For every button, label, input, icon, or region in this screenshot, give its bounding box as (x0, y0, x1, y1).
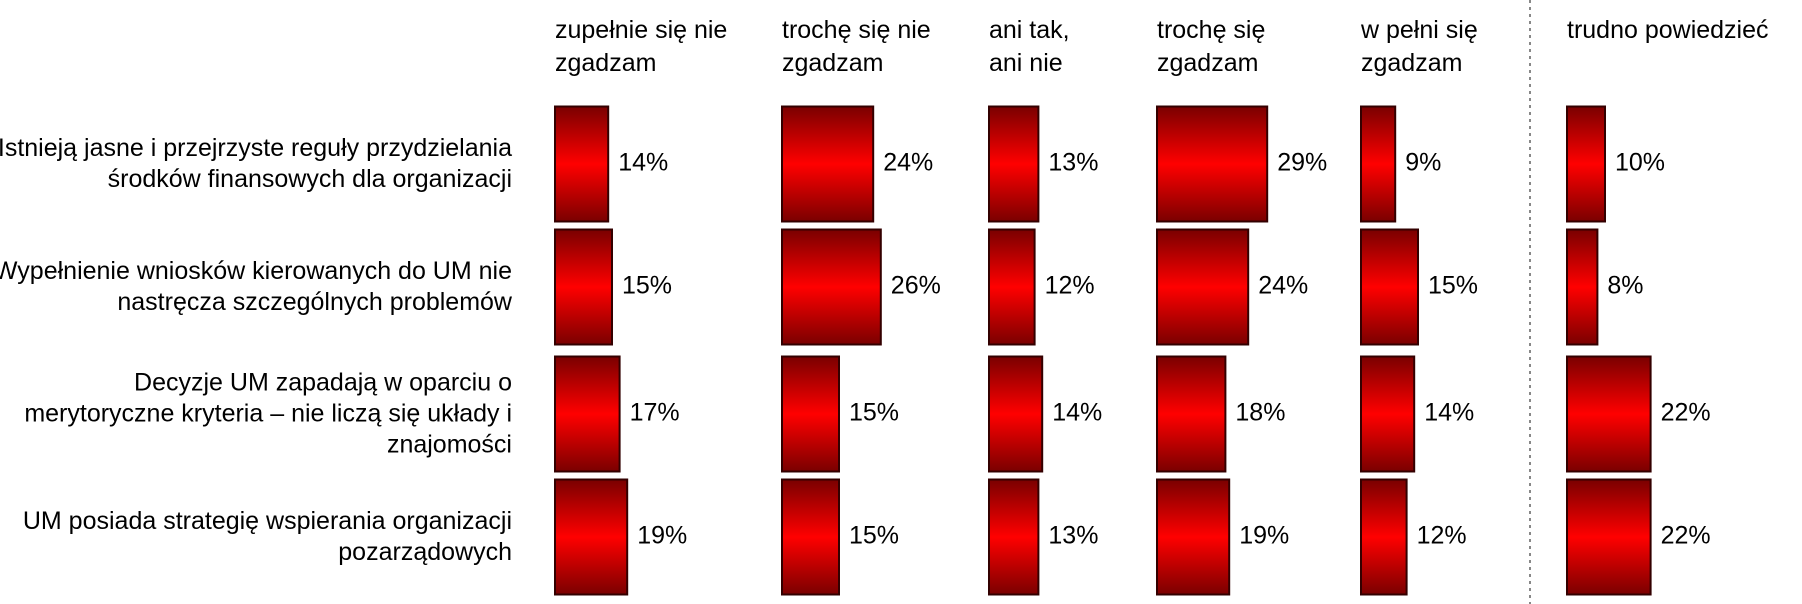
bar (1156, 355, 1227, 473)
value-label: 15% (849, 399, 899, 427)
bar (1566, 228, 1599, 346)
value-label: 15% (1428, 272, 1478, 300)
value-label: 13% (1048, 149, 1098, 177)
value-label: 26% (891, 272, 941, 300)
column-header: zupełnie się nie zgadzam (555, 16, 728, 77)
bar (781, 228, 882, 346)
bar (1566, 105, 1606, 223)
column-header: trochę się nie zgadzam (782, 16, 931, 77)
bar (554, 478, 629, 596)
value-label: 24% (883, 149, 933, 177)
value-label: 14% (618, 149, 668, 177)
value-label: 14% (1424, 399, 1474, 427)
bar (1566, 478, 1652, 596)
value-label: 17% (630, 399, 680, 427)
bar (1156, 478, 1231, 596)
value-label: 8% (1607, 272, 1643, 300)
column-header: trudno powiedzieć (1567, 16, 1769, 44)
bar (1360, 105, 1397, 223)
bar (1156, 105, 1269, 223)
column-header: ani tak, ani nie (989, 16, 1070, 77)
value-label: 19% (637, 522, 687, 550)
value-label: 12% (1045, 272, 1095, 300)
bar (781, 478, 840, 596)
value-label: 14% (1052, 399, 1102, 427)
bar (554, 105, 610, 223)
value-label: 13% (1048, 522, 1098, 550)
value-label: 15% (622, 272, 672, 300)
value-label: 22% (1661, 399, 1711, 427)
bar (988, 478, 1040, 596)
bar (1360, 355, 1416, 473)
bar (988, 355, 1044, 473)
value-label: 29% (1277, 149, 1327, 177)
value-label: 12% (1417, 522, 1467, 550)
row-label: Wypełnienie wniosków kierowanych do UM n… (0, 257, 512, 316)
bar (554, 355, 621, 473)
column-header: w pełni się zgadzam (1361, 16, 1478, 77)
bar (781, 105, 875, 223)
value-label: 22% (1661, 522, 1711, 550)
column-header: trochę się zgadzam (1157, 16, 1266, 77)
bar (1360, 478, 1408, 596)
value-label: 15% (849, 522, 899, 550)
bar (1566, 355, 1652, 473)
bar (554, 228, 613, 346)
bar (1360, 228, 1419, 346)
bar (988, 105, 1040, 223)
row-label: Decyzje UM zapadają w oparciu o merytory… (24, 368, 512, 459)
value-label: 10% (1615, 149, 1665, 177)
bar (988, 228, 1036, 346)
bar (1156, 228, 1250, 346)
value-label: 9% (1405, 149, 1441, 177)
value-label: 18% (1235, 399, 1285, 427)
value-label: 19% (1239, 522, 1289, 550)
bar (781, 355, 840, 473)
value-label: 24% (1258, 272, 1308, 300)
row-label: Istnieją jasne i przejrzyste reguły przy… (0, 134, 512, 193)
row-label: UM posiada strategię wspierania organiza… (22, 507, 512, 566)
